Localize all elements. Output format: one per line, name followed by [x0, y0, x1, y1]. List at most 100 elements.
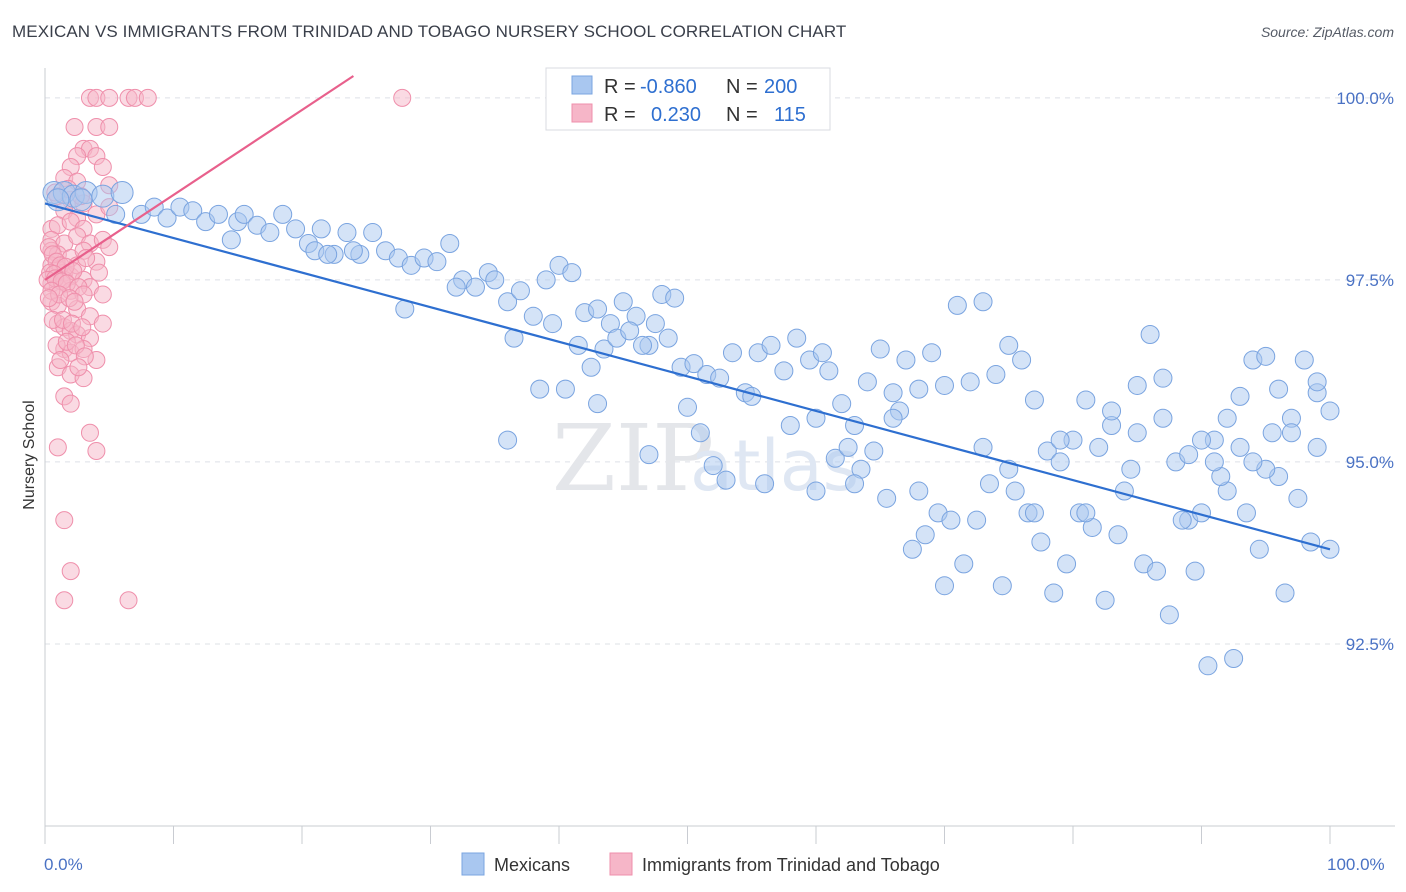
- mexican-point: [1307, 372, 1327, 392]
- mexican-point: [973, 292, 993, 312]
- mexican-point: [427, 252, 447, 272]
- trinidad-point: [93, 314, 112, 333]
- mexican-point: [1153, 408, 1173, 428]
- mexican-point: [498, 430, 518, 450]
- mexican-point: [960, 372, 980, 392]
- mexican-point: [819, 361, 839, 381]
- mexican-point: [1256, 346, 1276, 366]
- trinidad-trend-line: [44, 75, 355, 281]
- mexican-point: [941, 510, 961, 530]
- trinidad-point: [55, 591, 74, 610]
- mexican-point: [678, 397, 697, 417]
- legend-r-label: R =: [604, 76, 636, 98]
- mexican-point: [157, 208, 177, 228]
- y-tick-label: 92.5%: [1346, 635, 1394, 654]
- mexican-point: [870, 339, 890, 359]
- mexican-point: [1243, 452, 1263, 472]
- mexican-point: [1217, 408, 1237, 428]
- trinidad-point: [51, 350, 70, 369]
- mexican-point: [465, 277, 485, 297]
- mexican-point: [1294, 350, 1314, 370]
- legend-swatch-trinidad: [571, 103, 593, 123]
- mexican-point: [440, 233, 460, 253]
- trinidad-point: [61, 394, 80, 413]
- mexican-point: [555, 379, 575, 399]
- trinidad-point: [65, 292, 84, 311]
- mexican-point: [812, 343, 832, 363]
- mexican-point: [883, 408, 903, 428]
- mexican-point: [620, 321, 640, 341]
- mexican-point: [979, 474, 999, 494]
- mexican-point: [536, 270, 556, 290]
- mexican-point: [1076, 503, 1096, 523]
- mexican-point: [260, 223, 280, 243]
- mexican-point: [806, 481, 826, 501]
- mexican-point: [922, 343, 942, 363]
- trinidad-point: [73, 318, 92, 337]
- mexican-point: [1024, 503, 1044, 523]
- mexican-point: [1275, 583, 1295, 603]
- mexican-point: [530, 379, 550, 399]
- bottom-legend: Mexicans Immigrants from Trinidad and To…: [461, 852, 940, 876]
- legend-n-label: N =: [726, 76, 758, 98]
- mexican-point: [510, 281, 530, 301]
- mexican-point: [273, 204, 293, 224]
- mexican-point: [1185, 561, 1205, 581]
- mexican-point: [1159, 605, 1179, 625]
- mexican-point: [992, 576, 1012, 596]
- mexican-point: [1050, 430, 1070, 450]
- trinidad-point: [65, 117, 84, 136]
- mexican-point: [690, 423, 710, 443]
- mexican-point: [1102, 401, 1122, 421]
- legend-r-value: 0.230: [651, 104, 701, 126]
- mexican-point: [1288, 488, 1308, 508]
- mexican-point: [838, 437, 858, 457]
- mexican-point: [787, 328, 807, 348]
- mexican-point: [446, 277, 466, 297]
- mexican-point: [684, 354, 704, 374]
- mexican-point: [633, 335, 653, 355]
- mexican-point: [825, 448, 845, 468]
- mexican-point: [1230, 386, 1250, 406]
- mexican-point: [343, 241, 363, 261]
- mexican-points: [42, 181, 1340, 676]
- mexican-point: [1108, 525, 1128, 545]
- mexican-point: [832, 394, 852, 414]
- mexican-point: [703, 456, 723, 476]
- mexican-point: [1050, 452, 1070, 472]
- mexican-point: [286, 219, 306, 239]
- bottom-legend-swatch-trinidad: [609, 852, 633, 876]
- trinidad-point: [61, 562, 80, 581]
- bottom-legend-trinidad: Immigrants from Trinidad and Tobago: [642, 855, 940, 875]
- mexican-point: [1179, 445, 1199, 465]
- trinidad-point: [138, 88, 157, 107]
- mexican-point: [337, 223, 357, 243]
- mexican-point: [363, 223, 383, 243]
- mexican-point: [986, 365, 1006, 385]
- y-tick-labels: 92.5% 95.0% 97.5% 100.0%: [1336, 89, 1394, 654]
- mexican-point: [1320, 401, 1340, 421]
- mexican-point: [1230, 437, 1250, 457]
- trinidad-point: [393, 88, 412, 107]
- x-tick-label: 100.0%: [1327, 855, 1385, 874]
- mexican-point: [999, 335, 1019, 355]
- mexican-point: [1147, 561, 1167, 581]
- mexican-point: [588, 394, 608, 414]
- mexican-point: [780, 416, 800, 436]
- mexican-point: [110, 181, 134, 205]
- mexican-point: [806, 408, 826, 428]
- mexican-point: [208, 204, 228, 224]
- mexican-point: [639, 445, 659, 465]
- trinidad-point: [80, 423, 99, 442]
- mexican-point: [1224, 649, 1244, 669]
- trinidad-point: [39, 289, 58, 308]
- trinidad-point: [55, 511, 74, 530]
- mexican-point: [1044, 583, 1064, 603]
- mexican-point: [954, 554, 974, 574]
- mexican-point: [845, 474, 865, 494]
- mexican-point: [1204, 452, 1224, 472]
- mexican-point: [1121, 459, 1141, 479]
- mexican-point: [1140, 324, 1160, 344]
- mexican-point: [1037, 441, 1057, 461]
